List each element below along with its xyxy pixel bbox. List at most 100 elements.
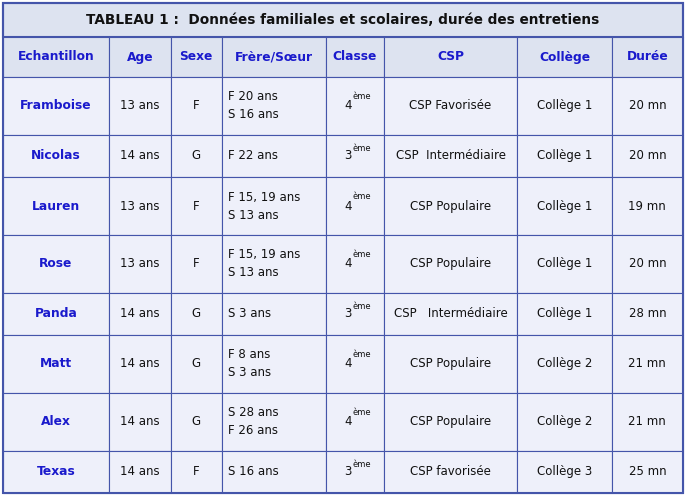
Bar <box>171 177 222 235</box>
Text: Durée: Durée <box>626 51 668 63</box>
Bar <box>383 177 517 235</box>
Text: CSP: CSP <box>437 51 464 63</box>
Bar <box>171 451 222 493</box>
Text: ème: ème <box>353 350 372 359</box>
Bar <box>326 335 383 393</box>
Bar <box>171 135 222 177</box>
Bar <box>222 177 326 235</box>
Bar <box>612 235 683 293</box>
Text: Panda: Panda <box>34 308 78 320</box>
Text: CSP Populaire: CSP Populaire <box>410 199 491 212</box>
Text: S 16 ans: S 16 ans <box>228 465 279 479</box>
Text: Classe: Classe <box>333 51 377 63</box>
Text: F: F <box>193 100 200 113</box>
Text: F: F <box>193 465 200 479</box>
Text: Echantillon: Echantillon <box>18 51 95 63</box>
Text: F: F <box>193 257 200 270</box>
Text: Collège 1: Collège 1 <box>537 149 592 163</box>
Text: CSP Favorisée: CSP Favorisée <box>410 100 492 113</box>
Bar <box>222 293 326 335</box>
Bar <box>517 235 612 293</box>
Bar <box>517 135 612 177</box>
Text: Lauren: Lauren <box>32 199 80 212</box>
Text: 4: 4 <box>344 416 352 429</box>
Text: 14 ans: 14 ans <box>120 358 160 371</box>
Text: 21 mn: 21 mn <box>628 416 666 429</box>
Bar <box>612 77 683 135</box>
Bar <box>517 37 612 77</box>
Text: F 8 ans
S 3 ans: F 8 ans S 3 ans <box>228 349 271 379</box>
Text: 13 ans: 13 ans <box>120 199 160 212</box>
Bar <box>109 393 171 451</box>
Text: 20 mn: 20 mn <box>628 257 666 270</box>
Text: F 22 ans: F 22 ans <box>228 149 278 163</box>
Bar <box>612 177 683 235</box>
Bar <box>109 293 171 335</box>
Bar <box>3 235 109 293</box>
Bar <box>3 77 109 135</box>
Bar <box>326 37 383 77</box>
Text: 4: 4 <box>344 257 352 270</box>
Bar <box>109 135 171 177</box>
Text: Collège 2: Collège 2 <box>537 358 592 371</box>
Bar <box>109 77 171 135</box>
Text: Collège 1: Collège 1 <box>537 199 592 212</box>
Text: Framboise: Framboise <box>20 100 92 113</box>
Bar <box>612 135 683 177</box>
Bar <box>383 293 517 335</box>
Text: S 28 ans
F 26 ans: S 28 ans F 26 ans <box>228 406 279 437</box>
Bar <box>222 451 326 493</box>
Text: CSP Populaire: CSP Populaire <box>410 416 491 429</box>
Bar <box>326 451 383 493</box>
Text: Matt: Matt <box>40 358 72 371</box>
Text: ème: ème <box>353 249 372 258</box>
Bar <box>222 37 326 77</box>
Text: 19 mn: 19 mn <box>628 199 666 212</box>
Text: ème: ème <box>353 460 372 469</box>
Text: TABLEAU 1 :  Données familiales et scolaires, durée des entretiens: TABLEAU 1 : Données familiales et scolai… <box>86 13 600 27</box>
Bar <box>3 393 109 451</box>
Bar <box>612 293 683 335</box>
Text: ème: ème <box>353 302 372 311</box>
Bar <box>222 235 326 293</box>
Text: CSP   Intermédiaire: CSP Intermédiaire <box>394 308 508 320</box>
Text: Collège 1: Collège 1 <box>537 257 592 270</box>
Bar <box>612 451 683 493</box>
Text: Collège: Collège <box>539 51 590 63</box>
Bar <box>612 393 683 451</box>
Bar <box>326 293 383 335</box>
Text: ème: ème <box>353 144 372 153</box>
Text: ème: ème <box>353 92 372 101</box>
Bar <box>517 393 612 451</box>
Bar <box>383 235 517 293</box>
Text: Collège 1: Collège 1 <box>537 308 592 320</box>
Bar <box>517 293 612 335</box>
Text: 14 ans: 14 ans <box>120 416 160 429</box>
Text: Collège 3: Collège 3 <box>537 465 592 479</box>
Text: Collège 1: Collège 1 <box>537 100 592 113</box>
Bar <box>517 77 612 135</box>
Bar <box>326 393 383 451</box>
Text: 14 ans: 14 ans <box>120 465 160 479</box>
Text: F 15, 19 ans
S 13 ans: F 15, 19 ans S 13 ans <box>228 190 300 222</box>
Text: G: G <box>191 308 201 320</box>
Text: G: G <box>191 358 201 371</box>
Text: F 20 ans
S 16 ans: F 20 ans S 16 ans <box>228 90 279 122</box>
Text: 3: 3 <box>344 465 352 479</box>
Bar <box>222 135 326 177</box>
Bar <box>517 335 612 393</box>
Bar <box>326 135 383 177</box>
Text: Sexe: Sexe <box>180 51 213 63</box>
Text: Collège 2: Collège 2 <box>537 416 592 429</box>
Bar <box>3 335 109 393</box>
Text: 28 mn: 28 mn <box>628 308 666 320</box>
Bar <box>3 293 109 335</box>
Text: Nicolas: Nicolas <box>31 149 81 163</box>
Bar <box>3 135 109 177</box>
Bar <box>383 451 517 493</box>
Text: F 15, 19 ans
S 13 ans: F 15, 19 ans S 13 ans <box>228 248 300 279</box>
Bar <box>109 451 171 493</box>
Bar <box>222 335 326 393</box>
Text: G: G <box>191 416 201 429</box>
Bar <box>326 235 383 293</box>
